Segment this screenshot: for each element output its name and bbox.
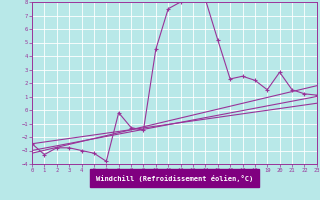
X-axis label: Windchill (Refroidissement éolien,°C): Windchill (Refroidissement éolien,°C) xyxy=(96,175,253,182)
